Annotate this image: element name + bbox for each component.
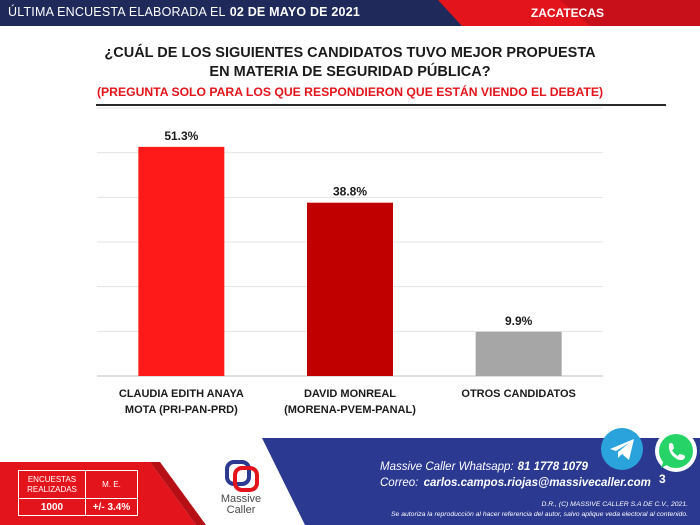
chart-bars — [138, 146, 562, 376]
email-contact: Correo: carlos.campos.riojas@massivecall… — [380, 477, 651, 489]
reproduction-notice: Se autoriza la reproducción al hacer ref… — [391, 511, 688, 518]
margin-error-value: +/- 3.4% — [84, 498, 139, 516]
category-label-1: CLAUDIA EDITH ANAYA — [119, 388, 244, 400]
telegram-icon — [601, 428, 643, 470]
surveys-header: ENCUESTAS REALIZADAS — [18, 470, 86, 499]
chart-subtitle: (PREGUNTA SOLO PARA LOS QUE RESPONDIERON… — [96, 85, 604, 99]
copyright-text: D.R., (C) MASSIVE CALLER S.A DE C.V., 20… — [541, 501, 688, 508]
chart-title-line1: ¿CUÁL DE LOS SIGUIENTES CANDIDATOS TUVO … — [104, 45, 596, 61]
massive-caller-logo: Massive Caller — [208, 456, 274, 522]
region-label: ZACATECAS — [530, 6, 604, 20]
logo-mark-icon — [225, 460, 259, 492]
chart-title-line2: EN MATERIA DE SEGURIDAD PÚBLICA? — [209, 64, 491, 80]
category-label-2: (MORENA-PVEM-PANAL) — [284, 404, 416, 416]
title-divider — [96, 104, 666, 106]
surveys-value: 1000 — [18, 498, 86, 516]
survey-date: 02 DE MAYO DE 2021 — [229, 5, 361, 19]
bar-chart: 51.3% 38.8% 9.9% CLAUDIA EDITH ANAYA MOTA (… — [97, 107, 603, 416]
survey-stats-table: ENCUESTAS REALIZADAS M. E. 1000 +/- 3.4% — [18, 470, 139, 516]
page-number: 3 — [659, 472, 666, 486]
survey-date-label: ÚLTIMA ENCUESTA ELABORADA EL 02 DE MAYO D… — [8, 5, 360, 19]
margin-error-header: M. E. — [84, 470, 139, 499]
chart-value-labels: 51.3% 38.8% 9.9% — [164, 129, 532, 328]
bar-1 — [138, 146, 225, 376]
value-label-2: 38.8% — [333, 185, 367, 199]
bar-2 — [307, 202, 393, 376]
logo-text: Massive Caller — [220, 493, 262, 516]
whatsapp-number: 81 1778 1079 — [517, 461, 588, 473]
category-label-3: OTROS CANDIDATOS — [461, 388, 576, 400]
bar-3 — [475, 331, 562, 376]
email-address: carlos.campos.riojas@massivecaller.com — [423, 477, 651, 489]
chart-title: ¿CUÁL DE LOS SIGUIENTES CANDIDATOS TUVO … — [60, 44, 640, 82]
whatsapp-contact: Massive Caller Whatsapp: 81 1778 1079 — [380, 461, 588, 473]
whatsapp-icon — [653, 428, 699, 474]
chart-category-labels: CLAUDIA EDITH ANAYA MOTA (PRI-PAN-PRD) DAV… — [119, 388, 576, 416]
value-label-3: 9.9% — [505, 314, 533, 328]
survey-date-prefix: ÚLTIMA ENCUESTA ELABORADA EL — [8, 5, 226, 19]
category-label-1: MOTA (PRI-PAN-PRD) — [125, 404, 238, 416]
top-header-bar: ÚLTIMA ENCUESTA ELABORADA EL 02 DE MAYO D… — [0, 0, 700, 26]
value-label-1: 51.3% — [164, 129, 198, 143]
category-label-2: DAVID MONREAL — [304, 388, 396, 400]
header-background — [0, 0, 700, 26]
